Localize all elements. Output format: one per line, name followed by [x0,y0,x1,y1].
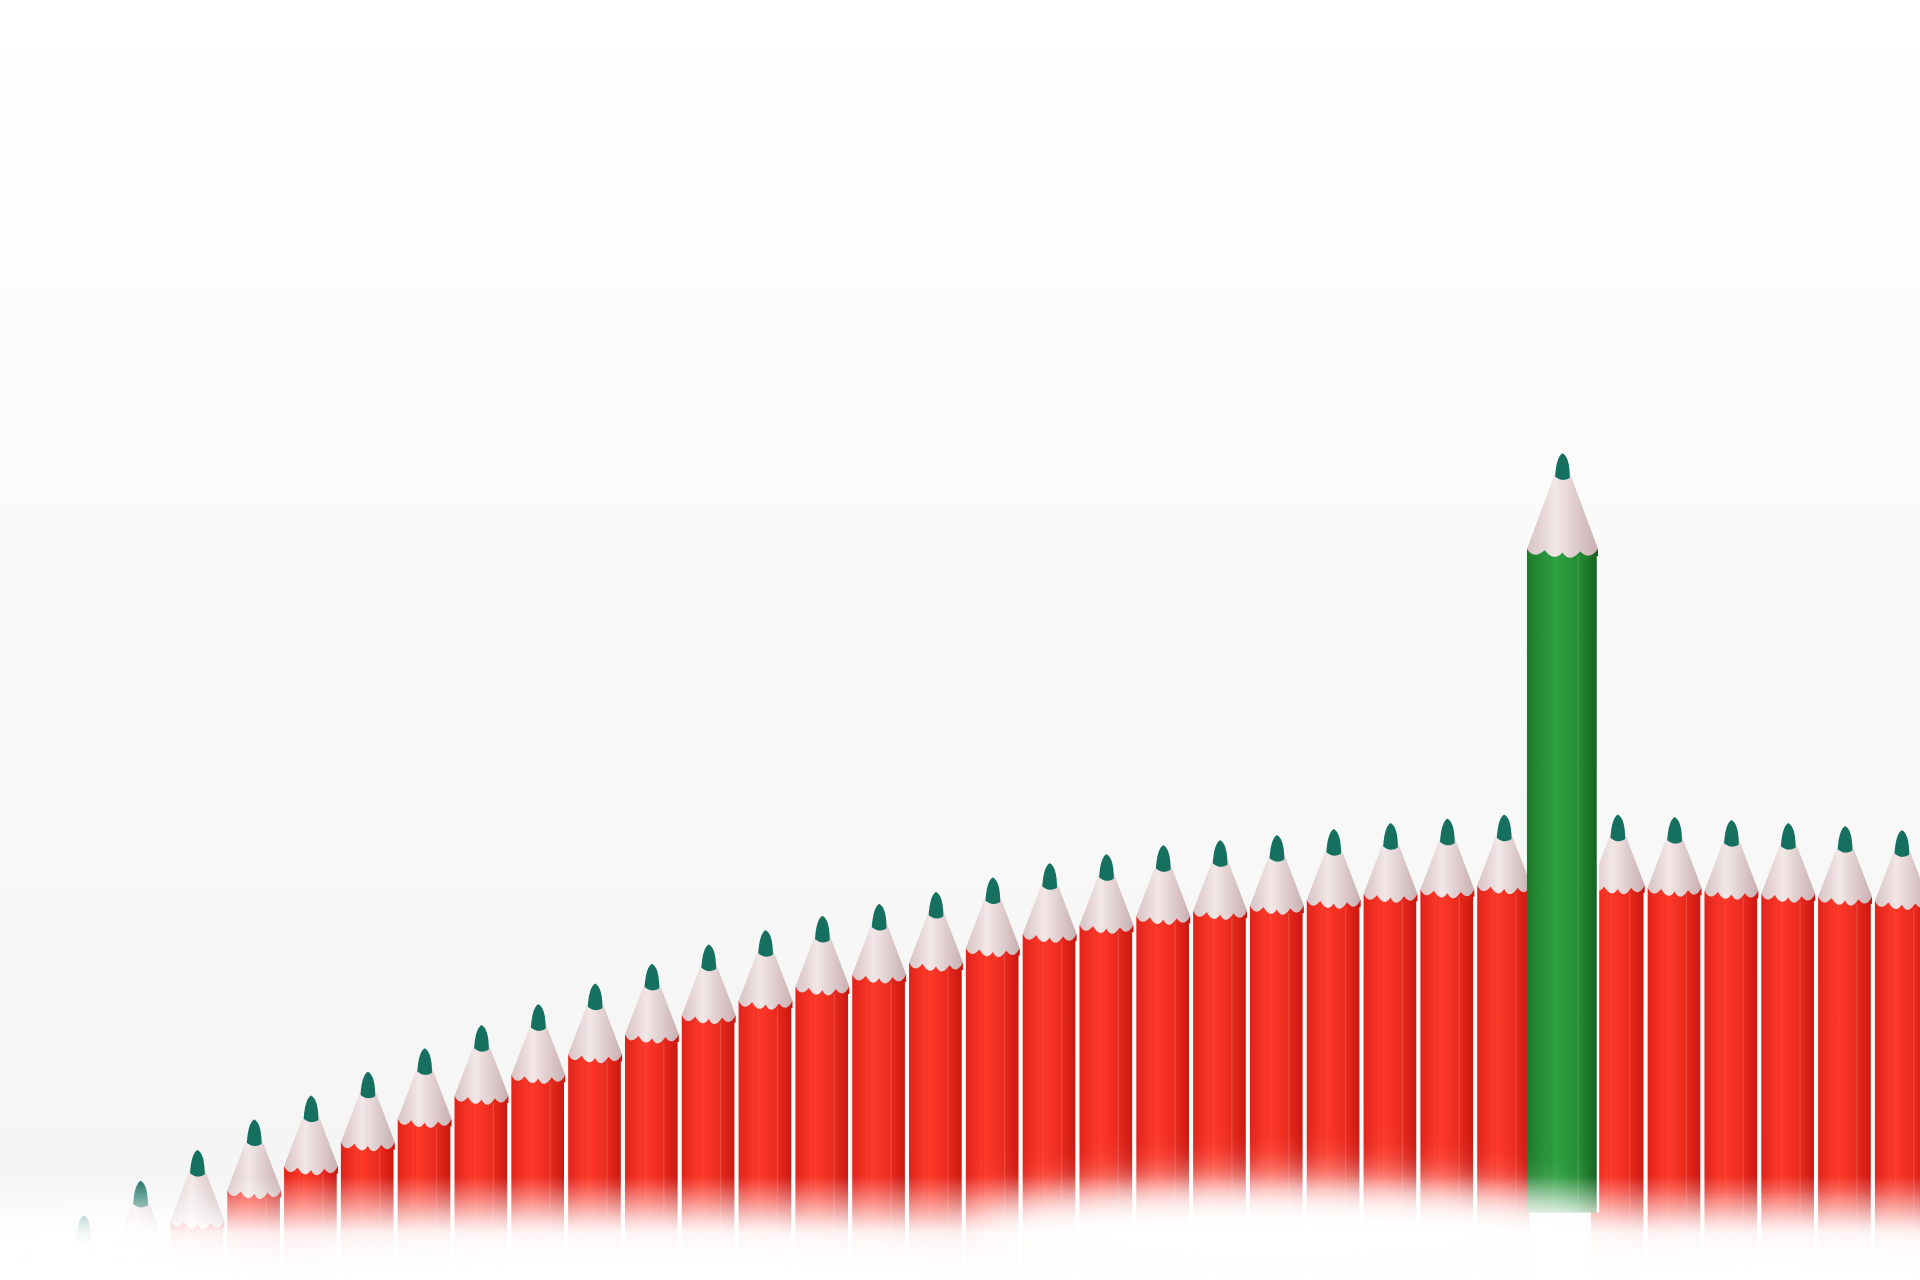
fog [0,1175,1920,1280]
pencil-wood [1818,835,1872,906]
pencil-wood [1420,828,1475,899]
pencil-lead [1042,863,1057,890]
pencil-lead [246,1119,262,1147]
pencil-lead [1383,823,1398,850]
pencil-lead [1155,845,1171,872]
pencil-wood [681,954,736,1025]
pencil-lead [758,930,773,957]
pencil-lead [1099,854,1114,881]
pencil-lead [417,1048,432,1075]
pencil-lead [530,1004,546,1031]
pencil-lead [1724,819,1739,847]
pencil-wood [284,1105,338,1176]
pencil-lead [1555,453,1570,480]
pencil-lead [985,877,1001,905]
pencil-wood [738,939,793,1010]
pencil-lead [815,915,830,943]
pencil-wood [511,1013,566,1084]
pencil-wood [1306,838,1361,909]
pencil-lead [1212,840,1228,867]
pencil-lead [1837,825,1853,853]
pencil-lead [1326,829,1342,856]
pencil-lead [1269,835,1285,862]
pencil-wood [624,973,679,1044]
pencil-lead [1496,814,1512,842]
pencil-wood [340,1081,395,1152]
pencil-lead [1610,814,1626,842]
pencil-wood [965,887,1020,958]
pencil-lead [587,983,603,1011]
pencil-wood [1874,839,1920,910]
pencil-wood [1704,829,1759,900]
pencil-wood [454,1034,509,1105]
pencil-wood [1249,844,1304,915]
pencil-lead [701,944,717,972]
pencil-lead [190,1149,205,1177]
pencil-wood [1363,832,1418,903]
pencil-wood [852,913,907,984]
pencil-wood [1022,872,1077,943]
pencil-lead [360,1071,376,1099]
pencil-wood [795,925,850,996]
pencil-wood [397,1058,452,1128]
pencil-body [1526,548,1598,1213]
pencil-wood [1136,854,1191,925]
pencil-wood [1079,863,1134,934]
pencil-wood [1477,824,1532,895]
pencil-lead [474,1025,489,1052]
pencil-lead [1667,816,1682,844]
pencil-wood [1526,463,1598,558]
pencil-lead [303,1095,319,1123]
pencil-wood [1590,824,1645,895]
pencil-wood [909,901,963,972]
pencil-lead [1894,830,1910,857]
pencil-wood [568,993,623,1064]
pencil-wood [1761,832,1816,903]
pencil-wood [1193,849,1248,920]
pencil-lead [871,903,887,931]
pencil-lead [644,963,660,991]
pencil-lead [928,891,944,919]
pencil [1526,453,1600,1213]
pencil-lead [1440,818,1455,846]
pencil-wood [1647,826,1702,897]
pencil-lead [1780,822,1796,850]
